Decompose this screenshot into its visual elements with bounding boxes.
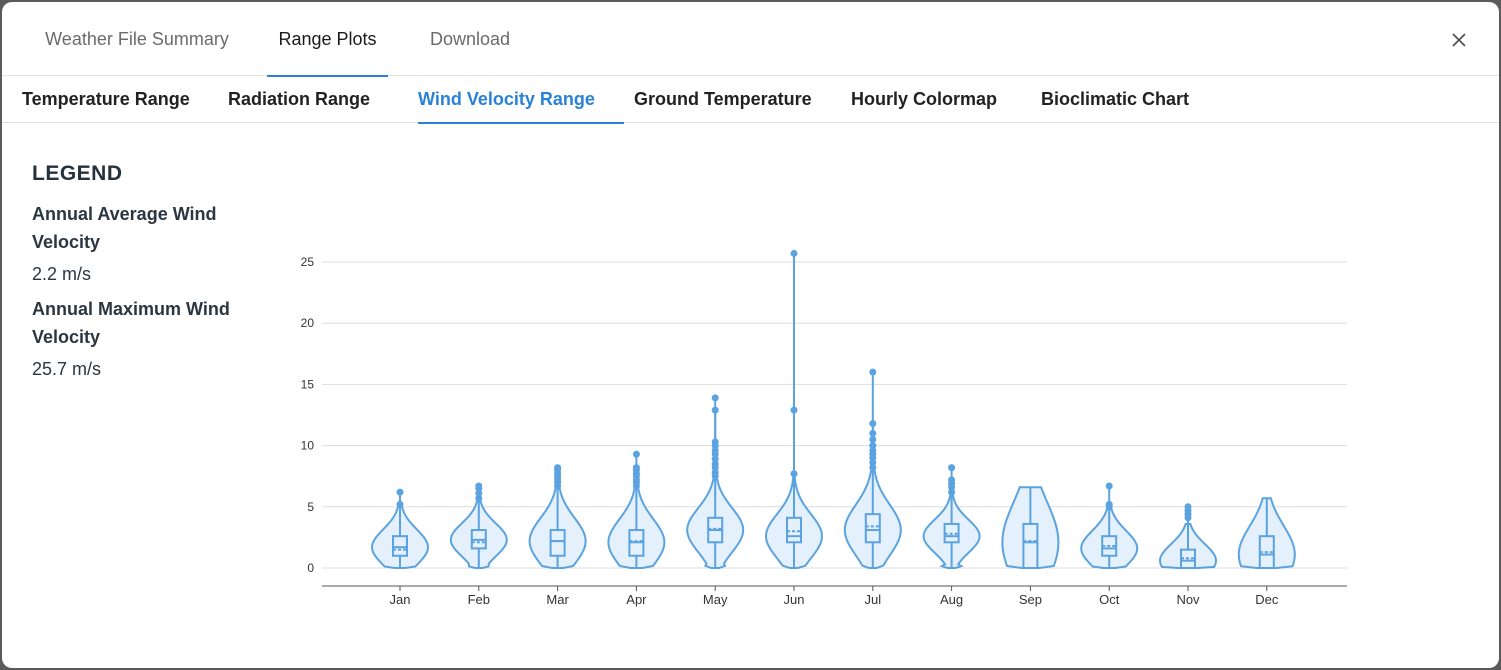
max-wind-label: Annual Maximum Wind Velocity: [32, 299, 230, 347]
x-tick-label: Sep: [1019, 592, 1042, 607]
box: [786, 516, 802, 544]
subtab-hourly-colormap[interactable]: Hourly Colormap: [851, 89, 998, 109]
outlier-point: [554, 464, 562, 472]
legend-title: LEGEND: [32, 162, 123, 185]
box: [392, 535, 408, 557]
outlier-point: [711, 394, 719, 402]
outlier-point: [396, 488, 404, 496]
x-tick-label: Jan: [390, 592, 411, 607]
max-wind-value: 25.7 m/s: [32, 359, 102, 379]
outlier-point: [475, 482, 483, 490]
y-tick-label: 10: [301, 439, 315, 453]
y-tick-label: 5: [307, 500, 314, 514]
outlier-point: [948, 464, 956, 472]
x-tick-label: Nov: [1176, 592, 1200, 607]
x-tick-label: Jun: [784, 592, 805, 607]
tab-weather-file-summary[interactable]: Weather File Summary: [45, 29, 229, 49]
subtab-temperature-range[interactable]: Temperature Range: [22, 89, 190, 109]
x-tick-label: Apr: [626, 592, 647, 607]
subtab-bioclimatic-chart[interactable]: Bioclimatic Chart: [1041, 89, 1190, 109]
x-tick-label: Aug: [940, 592, 963, 607]
subtab-wind-velocity-range[interactable]: Wind Velocity Range: [418, 76, 624, 124]
outlier-point: [1184, 503, 1192, 511]
y-tick-label: 0: [307, 561, 314, 575]
subtab-ground-temperature[interactable]: Ground Temperature: [634, 89, 812, 109]
y-tick-label: 20: [301, 316, 315, 330]
x-tick-label: Oct: [1099, 592, 1120, 607]
box: [549, 529, 566, 557]
tab-range-plots[interactable]: Range Plots: [267, 2, 388, 77]
avg-wind-label: Annual Average Wind Velocity: [32, 204, 217, 252]
outlier-point: [632, 450, 640, 458]
box: [864, 513, 881, 544]
outlier-point: [869, 368, 877, 376]
top-tab-bar: Weather File Summary Range Plots Downloa…: [2, 2, 1499, 77]
avg-wind-value: 2.2 m/s: [32, 264, 92, 284]
close-icon[interactable]: [1449, 30, 1469, 50]
y-tick-label: 15: [301, 377, 315, 391]
outlier-point: [1105, 482, 1113, 490]
tab-download[interactable]: Download: [429, 29, 511, 49]
x-tick-label: May: [703, 592, 728, 607]
outlier-point: [790, 249, 798, 257]
y-tick-label: 25: [301, 255, 315, 269]
x-tick-label: Dec: [1255, 592, 1279, 607]
subtab-radiation-range[interactable]: Radiation Range: [228, 89, 371, 109]
x-tick-label: Jul: [864, 592, 881, 607]
box: [1022, 522, 1039, 570]
x-tick-label: Mar: [546, 592, 569, 607]
legend-panel: LEGEND Annual Average Wind Velocity 2.2 …: [32, 162, 252, 390]
x-tick-label: Feb: [468, 592, 490, 607]
sub-tab-bar: Temperature Range Radiation Range Wind V…: [2, 76, 1499, 124]
wind-velocity-violin-plot: 0 5 10 15 20 25 Jan Feb Mar Apr May Jun Jul Aug Sep Oct…: [301, 249, 1347, 607]
wind-velocity-chart: 0 5 10 15 20 25 Jan Feb Mar Apr May Jun Jul Aug Sep Oct…: [2, 124, 1499, 668]
